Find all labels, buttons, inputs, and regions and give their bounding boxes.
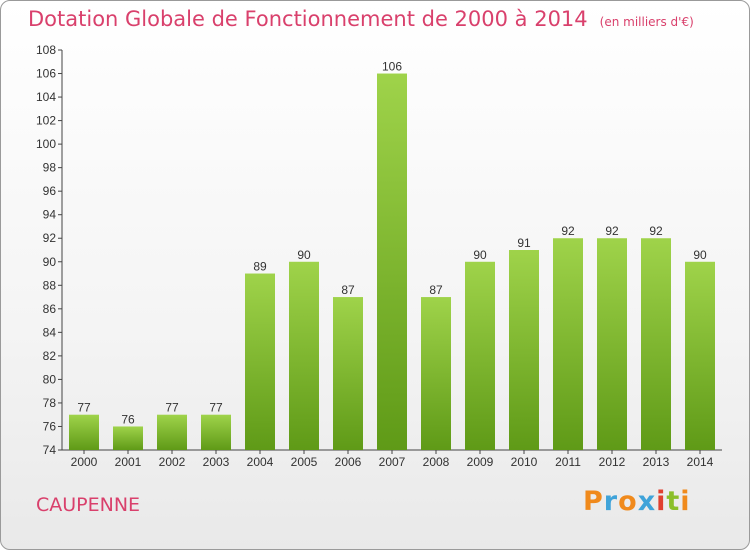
y-tick-label: 106: [36, 67, 56, 81]
y-tick-label: 108: [36, 43, 56, 57]
x-tick-label: 2008: [423, 455, 450, 469]
bar-value-label: 89: [253, 260, 267, 274]
x-tick-label: 2005: [291, 455, 318, 469]
y-tick-label: 86: [43, 302, 57, 316]
logo-letter: i: [656, 486, 667, 517]
bar: [509, 250, 539, 450]
bar-value-label: 92: [561, 224, 575, 238]
bar: [641, 238, 671, 450]
commune-name: CAUPENNE: [36, 494, 141, 516]
bar-value-label: 90: [693, 248, 707, 262]
proxiti-logo[interactable]: Proxiti: [583, 486, 691, 517]
y-tick-label: 98: [43, 161, 57, 175]
x-tick-label: 2002: [159, 455, 186, 469]
bar: [113, 426, 143, 450]
y-tick-label: 104: [36, 90, 56, 104]
x-tick-label: 2010: [511, 455, 538, 469]
y-tick-label: 100: [36, 137, 56, 151]
bar: [465, 261, 495, 450]
y-tick-label: 80: [43, 372, 57, 386]
y-tick-label: 74: [43, 443, 57, 457]
y-tick-label: 94: [43, 208, 57, 222]
chart-unit: (en milliers d'€): [599, 15, 694, 29]
bar: [685, 261, 715, 450]
bar-value-label: 92: [605, 224, 619, 238]
y-tick-label: 84: [43, 325, 57, 339]
y-tick-label: 78: [43, 396, 57, 410]
x-tick-label: 2006: [335, 455, 362, 469]
bar: [597, 238, 627, 450]
bar: [377, 73, 407, 450]
y-tick-label: 82: [43, 349, 57, 363]
x-tick-label: 2009: [467, 455, 494, 469]
y-tick-label: 102: [36, 114, 56, 128]
bar: [421, 297, 451, 450]
logo-letter: x: [637, 486, 657, 517]
bar: [201, 414, 231, 450]
x-tick-label: 2007: [379, 455, 406, 469]
bar-value-label: 87: [341, 283, 355, 297]
x-tick-label: 2011: [555, 455, 581, 469]
bar: [289, 261, 319, 450]
chart-title: Dotation Globale de Fonctionnement de 20…: [28, 7, 694, 31]
bar-value-label: 90: [473, 248, 487, 262]
chart-title-text: Dotation Globale de Fonctionnement de 20…: [28, 7, 588, 31]
bar-value-label: 77: [77, 401, 91, 415]
bar-value-label: 87: [429, 283, 443, 297]
logo-letter: P: [583, 486, 604, 517]
bar-value-label: 92: [649, 224, 663, 238]
bar-value-label: 77: [209, 401, 223, 415]
x-tick-label: 2013: [643, 455, 670, 469]
bar-value-label: 106: [382, 60, 402, 74]
bar: [333, 297, 363, 450]
bar: [245, 273, 275, 450]
bar-value-label: 90: [297, 248, 311, 262]
logo-letter: o: [618, 486, 638, 517]
logo-letter: r: [603, 486, 619, 517]
x-tick-label: 2001: [115, 455, 142, 469]
bar: [553, 238, 583, 450]
bar-value-label: 76: [121, 412, 135, 426]
bar: [157, 414, 187, 450]
bar-value-label: 91: [517, 236, 531, 250]
logo-letter: i: [680, 486, 691, 517]
y-tick-label: 92: [43, 231, 57, 245]
y-tick-label: 88: [43, 278, 57, 292]
bar: [69, 414, 99, 450]
y-tick-label: 76: [43, 419, 57, 433]
y-tick-label: 96: [43, 184, 57, 198]
bar-value-label: 77: [165, 401, 179, 415]
logo-letter: t: [666, 486, 681, 517]
x-tick-label: 2000: [71, 455, 98, 469]
x-tick-label: 2012: [599, 455, 626, 469]
y-tick-label: 90: [43, 255, 57, 269]
x-tick-label: 2003: [203, 455, 230, 469]
x-tick-label: 2004: [247, 455, 274, 469]
x-tick-label: 2014: [687, 455, 714, 469]
